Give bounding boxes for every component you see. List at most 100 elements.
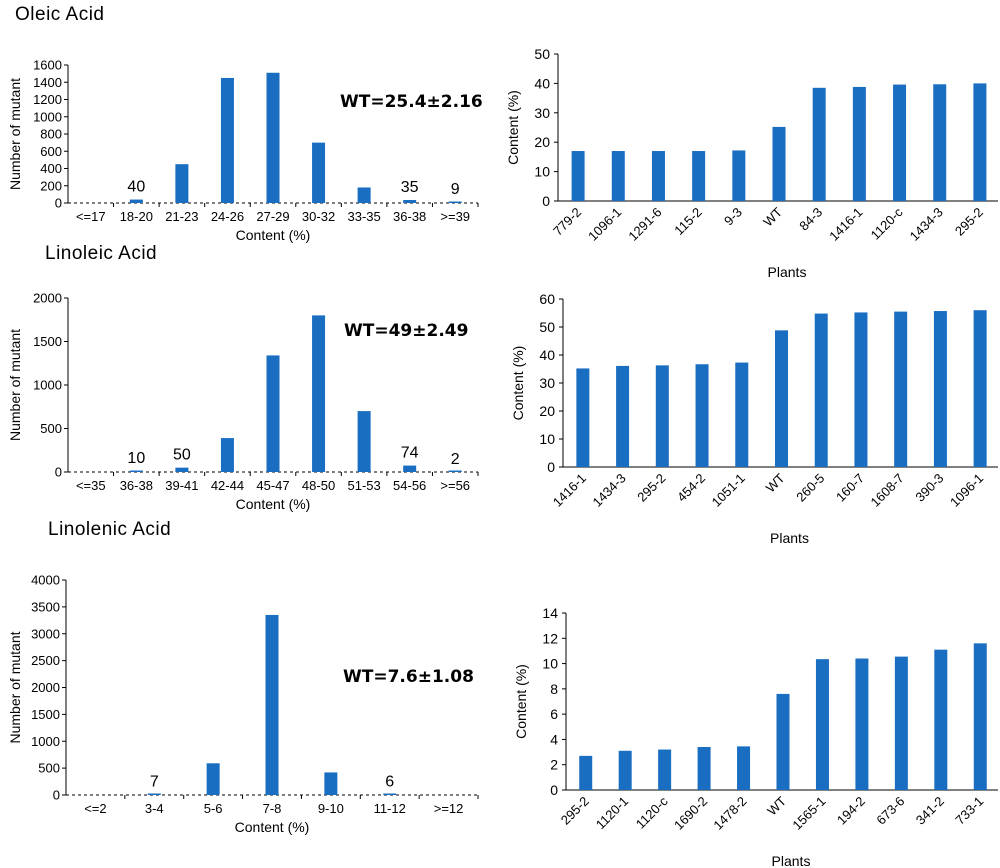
oleic-wt-label: WT=25.4±2.16 bbox=[340, 92, 483, 112]
p0-hist-y-tick-label: 200 bbox=[40, 178, 62, 193]
p0-plants-bar bbox=[933, 84, 947, 201]
p0-plants-y-tick-label: 10 bbox=[534, 164, 550, 180]
p2-hist-x-tick-label: 11-12 bbox=[374, 801, 406, 816]
p0-plants-x-tick-label: 115-2 bbox=[671, 205, 704, 238]
p2-plants-y-tick-label: 10 bbox=[542, 656, 558, 672]
p1-plants-x-tick-label: 454-2 bbox=[674, 471, 708, 505]
p2-plants-x-tick-label: 733-1 bbox=[952, 794, 986, 828]
p2-plants-bar bbox=[894, 656, 908, 790]
p1-hist-y-tick-label: 1000 bbox=[33, 378, 62, 393]
p2-plants-x-tick-label: 1478-2 bbox=[710, 794, 749, 833]
p2-plants-y-tick-label: 0 bbox=[550, 782, 558, 798]
p0-plants-x-tick-label: WT bbox=[760, 204, 785, 229]
p2-plants-x-tick-label: 1120-c bbox=[633, 793, 671, 831]
p1-hist-bar bbox=[312, 315, 326, 472]
p2-hist-bar bbox=[324, 772, 338, 795]
p0-plants-x-tick-label: 779-2 bbox=[550, 205, 584, 239]
p2-plants-bar bbox=[737, 746, 751, 790]
p2-plants-bar bbox=[776, 693, 790, 790]
p1-hist-x-tick-label: 54-56 bbox=[393, 478, 426, 493]
p2-plants-bar bbox=[697, 747, 711, 790]
p1-plants-y-tick-label: 40 bbox=[539, 347, 555, 363]
p1-hist-y-tick-label: 0 bbox=[55, 465, 62, 480]
p0-hist-x-tick-label: 36-38 bbox=[393, 209, 426, 224]
p1-hist-y-tick-label: 2000 bbox=[33, 291, 62, 306]
p2-plants-bar bbox=[934, 649, 948, 790]
p2-hist-y-tick-label: 3000 bbox=[31, 626, 60, 641]
p2-plants-x-tick-label: 1120-1 bbox=[593, 794, 632, 833]
p1-hist-x-tick-label: 36-38 bbox=[120, 478, 153, 493]
p2-hist-y-tick-label: 2500 bbox=[31, 653, 60, 668]
p0-plants-y-tick-label: 0 bbox=[542, 193, 550, 209]
p0-hist-y-tick-label: 800 bbox=[40, 127, 62, 142]
p1-plants-bar bbox=[655, 365, 669, 467]
p1-hist-bar bbox=[129, 470, 143, 472]
p0-hist-y-tick-label: 1200 bbox=[33, 92, 62, 107]
p1-plants-x-title: Plants bbox=[770, 530, 809, 546]
p1-plants-bar bbox=[894, 311, 908, 467]
p2-plants-x-tick-label: 1690-2 bbox=[671, 794, 710, 833]
p1-hist-bar bbox=[266, 355, 280, 472]
p1-hist-y-tick-label: 1500 bbox=[33, 334, 62, 349]
p0-plants-x-tick-label: 1120-c bbox=[868, 204, 906, 242]
p2-hist-x-tick-label: 7-8 bbox=[263, 801, 282, 816]
p0-plants-x-tick-label: 84-3 bbox=[796, 205, 825, 234]
p2-hist-x-title: Content (%) bbox=[235, 819, 310, 835]
p1-plants-x-tick-label: 295-2 bbox=[634, 471, 668, 505]
p1-plants-bar bbox=[735, 362, 749, 467]
p0-plants-bar bbox=[893, 84, 907, 201]
p1-hist-bar bbox=[448, 470, 462, 472]
p1-plants-y-tick-label: 60 bbox=[539, 291, 555, 307]
p1-plants-y-tick-label: 30 bbox=[539, 375, 555, 391]
p2-plants-y-tick-label: 4 bbox=[550, 731, 558, 747]
p0-plants-y-tick-label: 30 bbox=[534, 105, 550, 121]
p1-plants-bar bbox=[775, 330, 788, 467]
p2-hist-x-tick-label: 3-4 bbox=[145, 801, 164, 816]
p1-hist-x-tick-label: 45-47 bbox=[256, 478, 289, 493]
linoleic-title: Linoleic Acid bbox=[45, 243, 158, 264]
p0-hist-bar bbox=[357, 187, 371, 203]
p1-plants-x-tick-label: WT bbox=[763, 470, 788, 495]
p2-plants-y-tick-label: 6 bbox=[550, 706, 558, 722]
p2-plants-y-title: Content (%) bbox=[513, 664, 529, 739]
p1-plants-y-tick-label: 0 bbox=[547, 459, 555, 475]
p0-hist-y-tick-label: 600 bbox=[40, 144, 62, 159]
p1-plants-bar bbox=[576, 368, 590, 467]
p0-plants-y-title: Content (%) bbox=[505, 90, 521, 165]
p0-hist-bar bbox=[129, 199, 143, 203]
p1-hist-y-title: Number of mutant bbox=[7, 329, 23, 441]
linolenic-wt-label: WT=7.6±1.08 bbox=[343, 667, 474, 687]
p0-hist-bar bbox=[312, 142, 326, 203]
p0-hist-data-label: 35 bbox=[401, 179, 419, 196]
p1-hist-x-tick-label: 39-41 bbox=[165, 478, 198, 493]
p2-plants-bar bbox=[658, 749, 672, 790]
p2-hist-x-tick-label: 9-10 bbox=[318, 801, 344, 816]
p0-hist-x-tick-label: 21-23 bbox=[165, 209, 198, 224]
p2-hist-bar bbox=[265, 614, 279, 795]
p2-plants-y-tick-label: 12 bbox=[542, 630, 558, 646]
p2-hist-x-tick-label: 5-6 bbox=[204, 801, 223, 816]
p1-plants-x-tick-label: 390-3 bbox=[912, 471, 946, 505]
p0-plants-x-title: Plants bbox=[768, 264, 807, 280]
p0-plants-bar bbox=[651, 151, 665, 201]
p2-plants-x-tick-label: 673-6 bbox=[873, 794, 907, 828]
p0-hist-x-tick-label: >=39 bbox=[440, 209, 470, 224]
p2-hist-y-tick-label: 2000 bbox=[31, 680, 60, 695]
p2-plants-bar bbox=[815, 659, 829, 790]
p2-hist-y-title: Number of mutant bbox=[7, 631, 23, 743]
p0-hist-data-label: 9 bbox=[451, 181, 460, 198]
p0-hist-x-tick-label: 27-29 bbox=[256, 209, 289, 224]
p2-plants-bar bbox=[579, 755, 593, 790]
p1-hist-data-label: 2 bbox=[451, 451, 460, 468]
p1-plants-y-tick-label: 20 bbox=[539, 403, 555, 419]
p1-hist-x-tick-label: <=35 bbox=[76, 478, 106, 493]
p0-plants-bar bbox=[692, 151, 706, 201]
p2-hist-data-label: 6 bbox=[385, 774, 394, 791]
p1-hist-bar bbox=[220, 438, 234, 472]
p2-plants-x-title: Plants bbox=[772, 853, 811, 868]
p2-hist-bar bbox=[206, 763, 220, 795]
p1-hist-x-tick-label: 48-50 bbox=[302, 478, 335, 493]
p0-plants-bar bbox=[772, 126, 786, 201]
p0-hist-bar bbox=[266, 72, 280, 203]
